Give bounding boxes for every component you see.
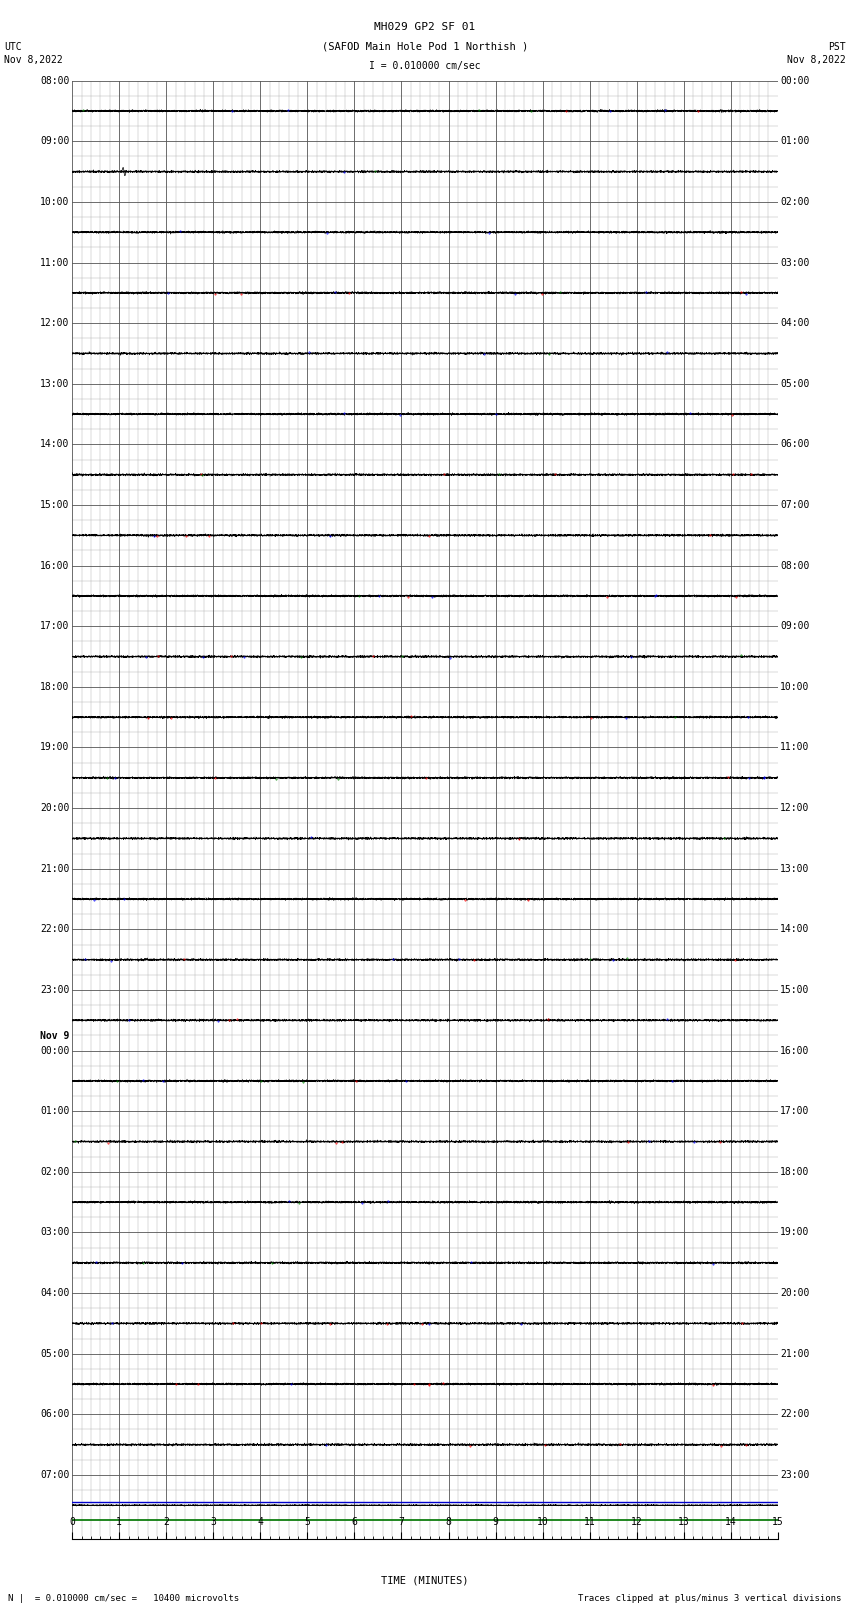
Text: 17:00: 17:00 xyxy=(40,621,70,631)
Text: 09:00: 09:00 xyxy=(40,135,70,147)
Text: 13:00: 13:00 xyxy=(40,379,70,389)
Text: 12:00: 12:00 xyxy=(780,803,810,813)
Text: 20:00: 20:00 xyxy=(780,1289,810,1298)
Text: 10:00: 10:00 xyxy=(780,682,810,692)
Text: 07:00: 07:00 xyxy=(40,1469,70,1481)
Text: 23:00: 23:00 xyxy=(780,1469,810,1481)
Text: 04:00: 04:00 xyxy=(780,318,810,327)
Text: 00:00: 00:00 xyxy=(40,1045,70,1055)
Text: 06:00: 06:00 xyxy=(780,439,810,450)
Text: 13:00: 13:00 xyxy=(780,863,810,874)
Text: 03:00: 03:00 xyxy=(780,258,810,268)
Text: 05:00: 05:00 xyxy=(40,1348,70,1358)
Text: 16:00: 16:00 xyxy=(780,1045,810,1055)
Text: 22:00: 22:00 xyxy=(780,1410,810,1419)
Text: 01:00: 01:00 xyxy=(40,1107,70,1116)
Text: 03:00: 03:00 xyxy=(40,1227,70,1237)
Text: 21:00: 21:00 xyxy=(40,863,70,874)
Text: N |  = 0.010000 cm/sec =   10400 microvolts: N | = 0.010000 cm/sec = 10400 microvolts xyxy=(8,1594,240,1603)
Text: I = 0.010000 cm/sec: I = 0.010000 cm/sec xyxy=(369,61,481,71)
Text: 02:00: 02:00 xyxy=(780,197,810,206)
Text: TIME (MINUTES): TIME (MINUTES) xyxy=(382,1576,468,1586)
Text: 21:00: 21:00 xyxy=(780,1348,810,1358)
Text: Traces clipped at plus/minus 3 vertical divisions: Traces clipped at plus/minus 3 vertical … xyxy=(578,1594,842,1603)
Text: 14:00: 14:00 xyxy=(40,439,70,450)
Text: 16:00: 16:00 xyxy=(40,561,70,571)
Text: Nov 8,2022: Nov 8,2022 xyxy=(787,55,846,65)
Text: 19:00: 19:00 xyxy=(40,742,70,753)
Text: 12:00: 12:00 xyxy=(40,318,70,327)
Text: 14:00: 14:00 xyxy=(780,924,810,934)
Text: 18:00: 18:00 xyxy=(780,1166,810,1177)
Text: 20:00: 20:00 xyxy=(40,803,70,813)
Text: 10:00: 10:00 xyxy=(40,197,70,206)
Text: 11:00: 11:00 xyxy=(40,258,70,268)
Text: 08:00: 08:00 xyxy=(40,76,70,85)
Text: Nov 8,2022: Nov 8,2022 xyxy=(4,55,63,65)
Text: 15:00: 15:00 xyxy=(40,500,70,510)
Text: 08:00: 08:00 xyxy=(780,561,810,571)
Text: 02:00: 02:00 xyxy=(40,1166,70,1177)
Text: 04:00: 04:00 xyxy=(40,1289,70,1298)
Text: 01:00: 01:00 xyxy=(780,135,810,147)
Text: MH029 GP2 SF 01: MH029 GP2 SF 01 xyxy=(374,23,476,32)
Text: 18:00: 18:00 xyxy=(40,682,70,692)
Text: 00:00: 00:00 xyxy=(780,76,810,85)
Text: 17:00: 17:00 xyxy=(780,1107,810,1116)
Text: 11:00: 11:00 xyxy=(780,742,810,753)
Text: 09:00: 09:00 xyxy=(780,621,810,631)
Text: 05:00: 05:00 xyxy=(780,379,810,389)
Text: (SAFOD Main Hole Pod 1 Northish ): (SAFOD Main Hole Pod 1 Northish ) xyxy=(322,42,528,52)
Text: Nov 9: Nov 9 xyxy=(40,1031,70,1040)
Text: 22:00: 22:00 xyxy=(40,924,70,934)
Text: 07:00: 07:00 xyxy=(780,500,810,510)
Text: PST: PST xyxy=(828,42,846,52)
Text: 23:00: 23:00 xyxy=(40,986,70,995)
Text: UTC: UTC xyxy=(4,42,22,52)
Text: 06:00: 06:00 xyxy=(40,1410,70,1419)
Text: 19:00: 19:00 xyxy=(780,1227,810,1237)
Text: 15:00: 15:00 xyxy=(780,986,810,995)
